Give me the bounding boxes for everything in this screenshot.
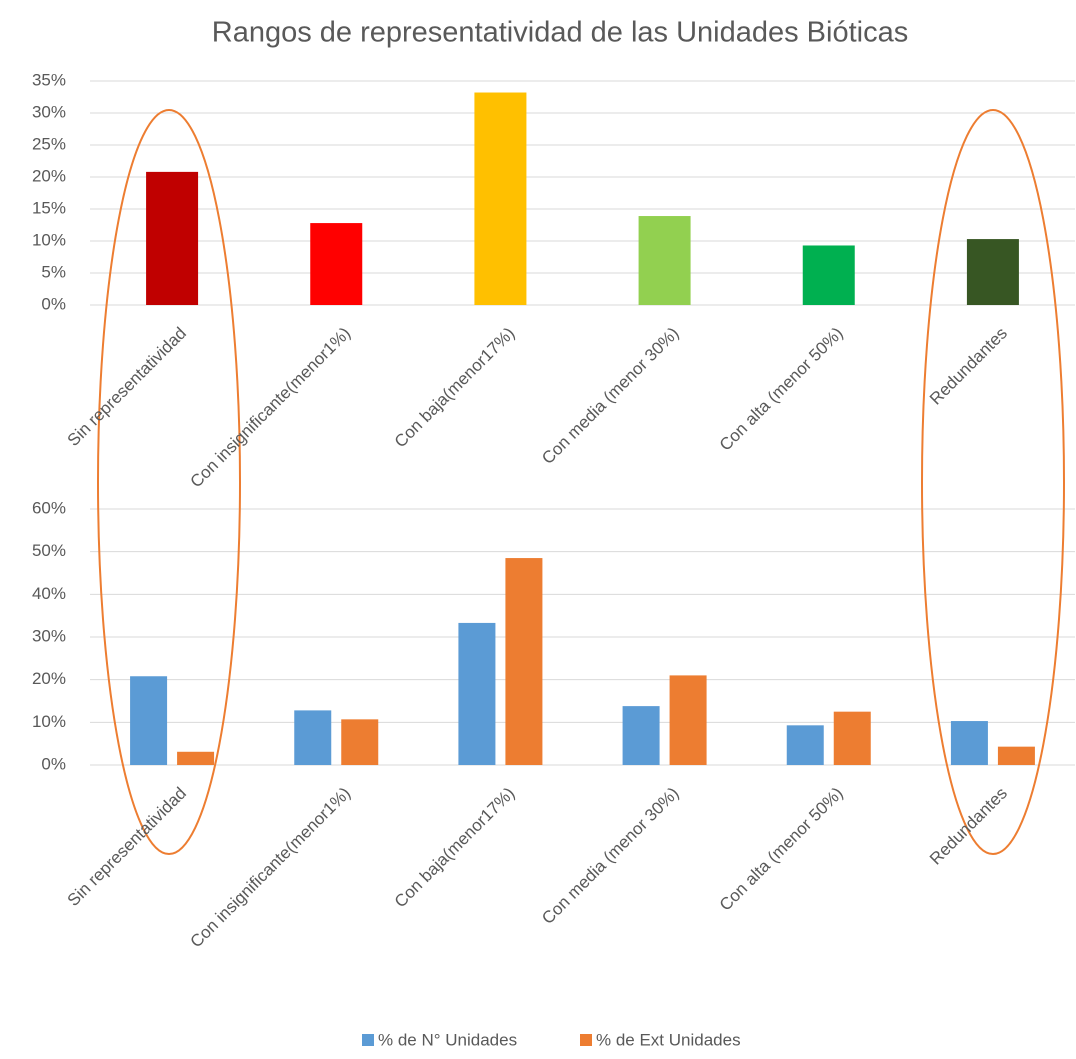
bar bbox=[638, 216, 691, 305]
bar bbox=[177, 751, 215, 765]
x-tick-label: Con media (menor 30%) bbox=[538, 324, 682, 468]
bar bbox=[997, 746, 1035, 765]
x-tick-label: Sin representatividad bbox=[64, 324, 190, 450]
y-tick-label: 0% bbox=[41, 294, 66, 313]
legend-swatch bbox=[362, 1034, 374, 1046]
bar bbox=[833, 711, 871, 765]
highlight-ellipse bbox=[97, 109, 241, 855]
legend-label: % de N° Unidades bbox=[378, 1030, 517, 1049]
y-tick-label: 15% bbox=[32, 198, 66, 217]
y-tick-label: 35% bbox=[32, 70, 66, 89]
bar bbox=[505, 558, 543, 765]
y-tick-label: 10% bbox=[32, 230, 66, 249]
y-tick-label: 40% bbox=[32, 584, 66, 603]
bar bbox=[786, 725, 824, 765]
bar bbox=[474, 92, 527, 306]
y-tick-label: 30% bbox=[32, 626, 66, 645]
x-tick-label: Redundantes bbox=[926, 784, 1011, 869]
bar bbox=[966, 239, 1019, 305]
y-tick-label: 0% bbox=[41, 754, 66, 773]
y-tick-label: 60% bbox=[32, 498, 66, 517]
y-tick-label: 50% bbox=[32, 541, 66, 560]
x-tick-label: Con insignificante(menor1%) bbox=[186, 324, 354, 492]
bar bbox=[341, 719, 379, 765]
bar bbox=[802, 245, 855, 305]
x-tick-label: Con insignificante(menor1%) bbox=[186, 784, 354, 952]
y-tick-label: 20% bbox=[32, 669, 66, 688]
legend-swatch bbox=[580, 1034, 592, 1046]
highlight-ellipse bbox=[921, 109, 1065, 855]
x-tick-label: Con baja(menor17%) bbox=[391, 784, 519, 912]
y-tick-label: 10% bbox=[32, 712, 66, 731]
bar bbox=[669, 675, 707, 765]
bar bbox=[310, 223, 363, 305]
bar bbox=[458, 622, 496, 765]
x-tick-label: Con alta (menor 50%) bbox=[716, 784, 847, 915]
bar bbox=[146, 171, 199, 305]
bar bbox=[950, 721, 988, 765]
x-tick-label: Con alta (menor 50%) bbox=[716, 324, 847, 455]
x-tick-label: Con media (menor 30%) bbox=[538, 784, 682, 928]
y-tick-label: 25% bbox=[32, 134, 66, 153]
y-tick-label: 5% bbox=[41, 262, 66, 281]
x-tick-label: Redundantes bbox=[926, 324, 1011, 409]
bar bbox=[622, 706, 660, 765]
y-tick-label: 30% bbox=[32, 102, 66, 121]
legend-label: % de Ext Unidades bbox=[596, 1030, 741, 1049]
chart-title: Rangos de representatividad de las Unida… bbox=[212, 17, 908, 49]
x-tick-label: Con baja(menor17%) bbox=[391, 324, 519, 452]
x-tick-label: Sin representatividad bbox=[64, 784, 190, 910]
y-tick-label: 20% bbox=[32, 166, 66, 185]
bar bbox=[294, 710, 332, 765]
bar bbox=[130, 676, 168, 765]
